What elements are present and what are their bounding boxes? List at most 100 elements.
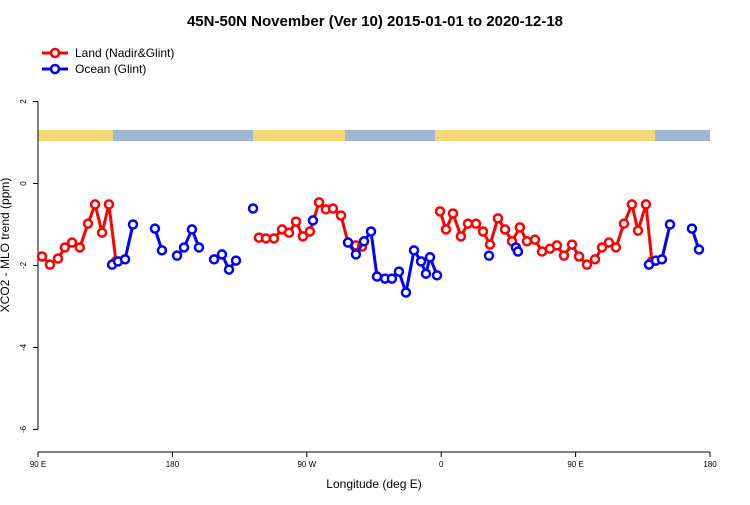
point: [420, 268, 432, 279]
point: [566, 239, 578, 250]
x-axis-title: Longitude (deg E): [326, 477, 421, 491]
point: [640, 199, 652, 210]
x-tick-label: 180: [703, 460, 717, 469]
point: [283, 227, 295, 238]
point: [82, 218, 94, 229]
point: [313, 197, 325, 208]
point: [431, 270, 443, 281]
point: [59, 242, 71, 253]
point: [447, 208, 459, 219]
map-strip: [38, 130, 710, 141]
point: [297, 231, 309, 242]
point: [74, 242, 86, 253]
point: [440, 224, 452, 235]
point: [119, 254, 131, 265]
point: [178, 242, 190, 253]
point: [290, 216, 302, 227]
y-tick-label: -6: [19, 425, 28, 433]
point: [149, 223, 161, 234]
point: [415, 256, 427, 267]
point: [52, 253, 64, 264]
point: [268, 233, 280, 244]
point: [512, 246, 524, 257]
ocean-strip: [113, 130, 253, 141]
point: [223, 264, 235, 275]
point: [307, 215, 319, 226]
point: [36, 251, 48, 262]
ocean-strip: [345, 130, 435, 141]
legend-label: Land (Nadir&Glint): [75, 46, 174, 60]
point: [358, 236, 370, 247]
y-tick-label: -2: [19, 261, 28, 269]
x-tick-label: 90 W: [297, 460, 316, 469]
point: [434, 206, 446, 217]
point: [350, 249, 362, 260]
point: [216, 249, 228, 260]
point: [103, 199, 115, 210]
point: [400, 287, 412, 298]
point: [156, 245, 168, 256]
point: [230, 255, 242, 266]
point: [66, 237, 78, 248]
y-tick-label: -4: [19, 343, 28, 351]
point: [424, 252, 436, 263]
point: [551, 240, 563, 251]
point: [208, 254, 220, 265]
point: [335, 210, 347, 221]
legend-marker: [49, 63, 61, 75]
point: [96, 227, 108, 238]
point: [686, 223, 698, 234]
point: [186, 224, 198, 235]
point: [386, 273, 398, 284]
x-tick-label: 0: [439, 460, 444, 469]
point: [610, 242, 622, 253]
point: [573, 251, 585, 262]
point: [693, 244, 705, 255]
point: [484, 239, 496, 250]
point: [247, 203, 259, 214]
point: [618, 218, 630, 229]
point: [477, 226, 489, 237]
point: [483, 250, 495, 261]
point: [521, 236, 533, 247]
point: [470, 218, 482, 229]
point: [499, 224, 511, 235]
y-tick-label: 2: [19, 99, 28, 104]
point: [365, 226, 377, 237]
y-axis-title: XCO2 - MLO trend (ppm): [0, 178, 12, 313]
point: [89, 199, 101, 210]
ocean-strip: [655, 130, 710, 141]
chart-title: 45N-50N November (Ver 10) 2015-01-01 to …: [187, 13, 563, 30]
legend-marker: [49, 47, 61, 59]
point: [558, 250, 570, 261]
point: [664, 219, 676, 230]
point: [581, 259, 593, 270]
x-tick-label: 180: [166, 460, 180, 469]
y-tick-label: 0: [19, 181, 28, 186]
point: [492, 213, 504, 224]
point: [44, 259, 56, 270]
point: [371, 271, 383, 282]
point: [632, 225, 644, 236]
x-tick-label: 90 E: [567, 460, 583, 469]
point: [393, 266, 405, 277]
point: [462, 218, 474, 229]
point: [342, 237, 354, 248]
point: [455, 231, 467, 242]
point: [304, 226, 316, 237]
point: [127, 219, 139, 230]
point: [171, 250, 183, 261]
point: [193, 242, 205, 253]
legend-label: Ocean (Glint): [75, 62, 146, 76]
point: [514, 222, 526, 233]
point: [529, 234, 541, 245]
point: [656, 254, 668, 265]
x-tick-label: 90 E: [30, 460, 46, 469]
series-line: [111, 224, 701, 299]
point: [603, 237, 615, 248]
point: [626, 199, 638, 210]
point: [327, 203, 339, 214]
point: [589, 254, 601, 265]
point: [596, 242, 608, 253]
